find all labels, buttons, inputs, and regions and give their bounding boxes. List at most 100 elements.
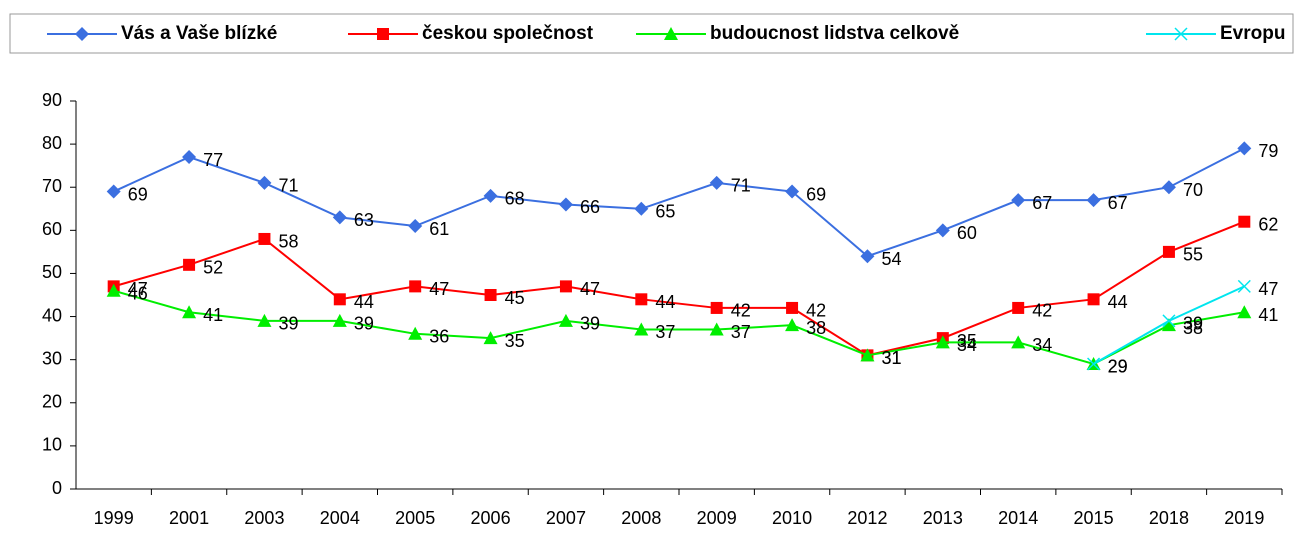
- data-label: 45: [505, 288, 525, 308]
- marker: [1162, 245, 1175, 258]
- y-tick-label: 40: [42, 305, 62, 325]
- data-label: 52: [203, 258, 223, 278]
- marker: [860, 249, 875, 264]
- data-label: 41: [1258, 305, 1278, 325]
- data-label: 69: [806, 184, 826, 204]
- marker: [1011, 335, 1026, 349]
- data-label: 35: [505, 331, 525, 351]
- marker: [635, 293, 648, 306]
- x-tick-label: 2012: [847, 508, 887, 528]
- data-label: 58: [278, 232, 298, 252]
- data-label: 61: [429, 219, 449, 239]
- x-tick-label: 2019: [1224, 508, 1264, 528]
- legend-label: Evropu: [1220, 23, 1285, 44]
- data-label: 44: [655, 292, 675, 312]
- data-label: 67: [1108, 193, 1128, 213]
- y-tick-label: 70: [42, 176, 62, 196]
- y-tick-label: 60: [42, 219, 62, 239]
- data-label: 41: [203, 305, 223, 325]
- marker: [1087, 357, 1101, 371]
- data-label: 47: [429, 279, 449, 299]
- data-label: 67: [1032, 193, 1052, 213]
- data-label: 39: [1183, 314, 1203, 334]
- marker: [257, 313, 272, 327]
- data-label: 37: [655, 322, 675, 342]
- marker: [75, 27, 89, 41]
- marker: [1086, 193, 1101, 208]
- marker: [1161, 318, 1176, 332]
- marker: [1237, 279, 1251, 293]
- data-label: 47: [580, 279, 600, 299]
- x-tick-label: 2013: [923, 508, 963, 528]
- data-label: 39: [278, 314, 298, 334]
- data-label: 77: [203, 150, 223, 170]
- marker: [785, 318, 800, 332]
- marker: [1011, 193, 1026, 208]
- marker: [634, 201, 649, 216]
- data-label: 60: [957, 223, 977, 243]
- data-label: 31: [881, 348, 901, 368]
- data-label: 34: [1032, 335, 1052, 355]
- data-label: 71: [278, 176, 298, 196]
- data-label: 38: [806, 318, 826, 338]
- marker: [860, 348, 875, 362]
- marker: [709, 322, 724, 336]
- marker: [106, 184, 121, 199]
- marker: [408, 219, 423, 234]
- data-label: 42: [731, 301, 751, 321]
- legend-label: budoucnost lidstva celkově: [710, 23, 959, 44]
- x-tick-label: 2007: [546, 508, 586, 528]
- marker: [1161, 180, 1176, 195]
- x-tick-label: 2010: [772, 508, 812, 528]
- marker: [664, 27, 678, 40]
- data-label: 29: [1108, 357, 1128, 377]
- y-tick-label: 0: [52, 478, 62, 498]
- marker: [182, 305, 197, 319]
- marker: [935, 335, 950, 349]
- marker: [1012, 301, 1025, 314]
- data-label: 55: [1183, 245, 1203, 265]
- x-tick-label: 2003: [244, 508, 284, 528]
- data-label: 79: [1258, 141, 1278, 161]
- y-tick-label: 90: [42, 90, 62, 110]
- x-tick-label: 2005: [395, 508, 435, 528]
- y-tick-label: 50: [42, 262, 62, 282]
- data-label: 38: [1183, 318, 1203, 338]
- marker: [483, 331, 498, 345]
- y-tick-label: 20: [42, 392, 62, 412]
- series-line: [113, 147, 1245, 258]
- data-label: 70: [1183, 180, 1203, 200]
- marker: [935, 223, 950, 238]
- data-label: 36: [429, 327, 449, 347]
- marker: [709, 175, 724, 190]
- data-label: 69: [128, 184, 148, 204]
- legend-label: českou společnost: [422, 23, 594, 44]
- x-tick-label: 2006: [471, 508, 511, 528]
- marker: [332, 210, 347, 225]
- data-label: 46: [128, 283, 148, 303]
- marker: [1174, 27, 1188, 41]
- data-label: 39: [580, 314, 600, 334]
- x-tick-label: 2015: [1074, 508, 1114, 528]
- marker: [1237, 141, 1252, 156]
- legend-label: Vás a Vaše blízké: [121, 23, 277, 44]
- marker: [257, 175, 272, 190]
- data-label: 29: [1108, 357, 1128, 377]
- marker: [559, 280, 572, 293]
- data-label: 62: [1258, 214, 1278, 234]
- marker: [710, 301, 723, 314]
- data-label: 66: [580, 197, 600, 217]
- x-tick-label: 2014: [998, 508, 1038, 528]
- data-label: 42: [806, 301, 826, 321]
- data-label: 44: [354, 292, 374, 312]
- marker: [408, 326, 423, 340]
- data-label: 37: [731, 322, 751, 342]
- x-tick-label: 1999: [94, 508, 134, 528]
- marker: [785, 184, 800, 199]
- marker: [182, 150, 197, 165]
- legend: Vás a Vaše blízké českou společnost budouc…: [47, 23, 1285, 44]
- marker: [558, 197, 573, 212]
- marker: [484, 289, 497, 301]
- data-label: 35: [957, 331, 977, 351]
